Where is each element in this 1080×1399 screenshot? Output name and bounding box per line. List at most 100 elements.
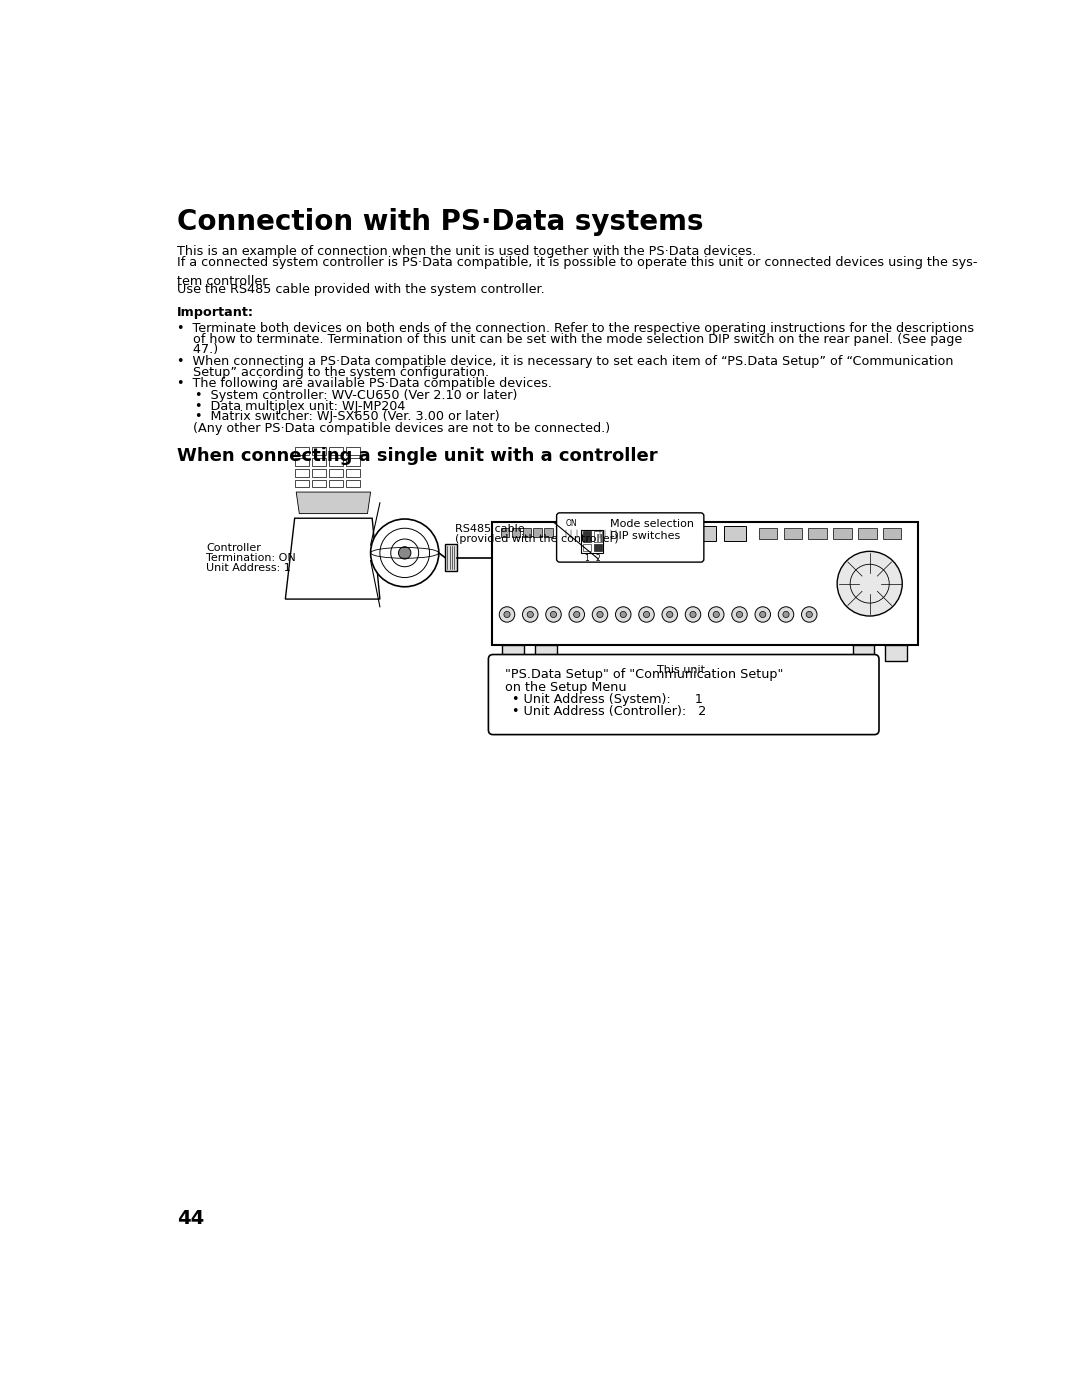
Bar	[665, 526, 687, 541]
Circle shape	[399, 547, 410, 560]
Circle shape	[499, 607, 515, 623]
Bar	[563, 526, 591, 540]
Bar	[346, 457, 360, 466]
Bar	[328, 448, 342, 455]
Circle shape	[759, 611, 766, 617]
Bar	[328, 480, 342, 487]
Circle shape	[551, 611, 556, 617]
Bar	[512, 529, 521, 537]
Bar	[597, 526, 625, 540]
Bar	[312, 457, 326, 466]
Text: •  The following are available PS·Data compatible devices.: • The following are available PS·Data co…	[177, 378, 552, 390]
Text: Mode selection: Mode selection	[610, 519, 694, 529]
Text: Connection with PS·Data systems: Connection with PS·Data systems	[177, 208, 703, 236]
Text: of how to terminate. Termination of this unit can be set with the mode selection: of how to terminate. Termination of this…	[177, 333, 962, 346]
Bar	[295, 448, 309, 455]
Text: on the Setup Menu: on the Setup Menu	[505, 681, 627, 694]
Bar	[312, 448, 326, 455]
Circle shape	[616, 607, 631, 623]
Bar	[346, 469, 360, 477]
Circle shape	[779, 607, 794, 623]
Circle shape	[732, 607, 747, 623]
Bar	[581, 530, 603, 553]
Text: Termination: ON: Termination: ON	[206, 553, 296, 562]
Circle shape	[666, 611, 673, 617]
Circle shape	[690, 611, 697, 617]
Text: ON: ON	[566, 519, 578, 527]
Text: This is an example of connection when the unit is used together with the PS·Data: This is an example of connection when th…	[177, 245, 756, 257]
Bar	[594, 544, 602, 551]
Text: •  When connecting a PS·Data compatible device, it is necessary to set each item: • When connecting a PS·Data compatible d…	[177, 355, 954, 368]
Polygon shape	[296, 492, 370, 513]
Text: • Unit Address (System):      1: • Unit Address (System): 1	[512, 693, 702, 706]
Text: 44: 44	[177, 1209, 204, 1228]
Circle shape	[662, 607, 677, 623]
Bar	[535, 645, 556, 660]
Bar	[445, 544, 458, 571]
Text: Setup” according to the system configuration.: Setup” according to the system configura…	[177, 365, 489, 379]
Circle shape	[545, 607, 562, 623]
Bar	[594, 532, 602, 541]
Circle shape	[755, 607, 770, 623]
Bar	[295, 469, 309, 477]
Bar	[501, 529, 510, 537]
Bar	[328, 457, 342, 466]
Bar	[523, 529, 531, 537]
Text: Use the RS485 cable provided with the system controller.: Use the RS485 cable provided with the sy…	[177, 284, 544, 297]
Bar	[544, 529, 553, 537]
Bar	[312, 480, 326, 487]
Bar	[295, 457, 309, 466]
Bar	[886, 645, 907, 660]
Bar	[784, 529, 802, 539]
Bar	[636, 526, 658, 541]
Text: 2: 2	[595, 554, 600, 564]
Circle shape	[685, 607, 701, 623]
Circle shape	[713, 611, 719, 617]
Circle shape	[527, 611, 534, 617]
Bar	[491, 522, 918, 645]
Circle shape	[620, 611, 626, 617]
Bar	[859, 529, 877, 539]
Bar	[583, 532, 591, 541]
Text: If a connected system controller is PS·Data compatible, it is possible to operat: If a connected system controller is PS·D…	[177, 256, 977, 288]
Circle shape	[806, 611, 812, 617]
Circle shape	[737, 611, 743, 617]
Circle shape	[597, 611, 603, 617]
Bar	[834, 529, 852, 539]
Bar	[724, 526, 745, 541]
FancyBboxPatch shape	[488, 655, 879, 734]
Text: Controller: Controller	[206, 543, 261, 553]
Circle shape	[638, 607, 654, 623]
Text: 1: 1	[584, 554, 590, 564]
Text: When connecting a single unit with a controller: When connecting a single unit with a con…	[177, 446, 658, 464]
Bar	[694, 526, 716, 541]
Text: Unit Address: 1: Unit Address: 1	[206, 562, 291, 572]
Circle shape	[783, 611, 789, 617]
Bar	[534, 529, 542, 537]
Text: • Unit Address (Controller):   2: • Unit Address (Controller): 2	[512, 705, 706, 718]
Bar	[312, 469, 326, 477]
Bar	[328, 469, 342, 477]
Bar	[852, 645, 875, 660]
Circle shape	[801, 607, 816, 623]
Bar	[809, 529, 827, 539]
Text: •  Data multiplex unit: WJ-MP204: • Data multiplex unit: WJ-MP204	[195, 400, 406, 413]
Circle shape	[523, 607, 538, 623]
Polygon shape	[285, 518, 380, 599]
Text: This unit: This unit	[658, 665, 705, 674]
Text: (Any other PS·Data compatible devices are not to be connected.): (Any other PS·Data compatible devices ar…	[177, 422, 610, 435]
Text: (provided with the controller): (provided with the controller)	[455, 533, 619, 544]
Circle shape	[370, 519, 438, 586]
Bar	[583, 544, 591, 551]
Text: Important:: Important:	[177, 306, 254, 319]
Text: 47.): 47.)	[177, 343, 218, 357]
Text: DIP switches: DIP switches	[610, 532, 680, 541]
Bar	[295, 480, 309, 487]
Text: •  Terminate both devices on both ends of the connection. Refer to the respectiv: • Terminate both devices on both ends of…	[177, 322, 974, 334]
Circle shape	[592, 607, 608, 623]
Text: "PS.Data Setup" of "Communication Setup": "PS.Data Setup" of "Communication Setup"	[505, 669, 784, 681]
Circle shape	[708, 607, 724, 623]
Circle shape	[504, 611, 510, 617]
Bar	[346, 480, 360, 487]
Text: RS485 cable: RS485 cable	[455, 523, 525, 533]
